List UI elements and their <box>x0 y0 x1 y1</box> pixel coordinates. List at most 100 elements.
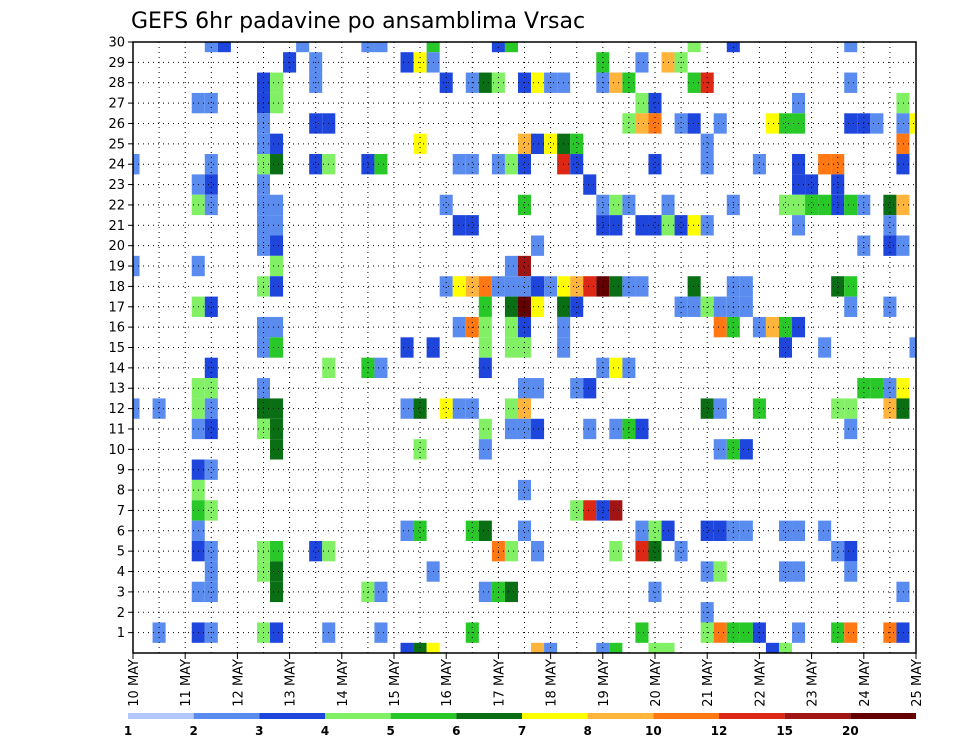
heatmap-cell <box>439 276 453 297</box>
colorbar-label: 6 <box>452 724 460 738</box>
y-tick-label: 16 <box>108 321 125 336</box>
x-tick-label: 12 MAY <box>231 659 246 707</box>
heatmap-cell <box>478 337 492 358</box>
heatmap-cell <box>844 42 858 53</box>
heatmap-cell <box>531 276 545 297</box>
heatmap-cell <box>648 92 662 114</box>
heatmap-cell <box>504 398 518 419</box>
heatmap-cell <box>831 174 845 195</box>
heatmap-cell <box>648 540 662 562</box>
heatmap-cell <box>413 520 427 541</box>
heatmap-cell <box>609 215 623 236</box>
colorbar-swatch <box>128 713 194 719</box>
heatmap-cell <box>831 540 845 562</box>
heatmap-cell <box>844 418 858 440</box>
heatmap-cell <box>648 113 662 134</box>
heatmap-cell <box>517 479 532 501</box>
heatmap-cell <box>270 398 284 419</box>
heatmap-cell <box>504 296 518 317</box>
heatmap-cell <box>400 642 414 653</box>
x-tick-label: 15 MAY <box>388 659 403 707</box>
heatmap-cell <box>531 72 545 93</box>
heatmap-cell <box>752 154 766 175</box>
colorbar-label: 7 <box>518 724 526 738</box>
y-tick-label: 18 <box>108 280 125 295</box>
heatmap-cell <box>844 276 858 297</box>
heatmap-cell <box>844 540 858 562</box>
heatmap-cell <box>596 276 610 297</box>
heatmap-cell <box>439 398 453 419</box>
heatmap-cell <box>635 113 649 134</box>
heatmap-cell <box>583 500 597 521</box>
heatmap-cell <box>270 439 284 460</box>
heatmap-cell <box>204 194 218 216</box>
x-tick-label: 21 MAY <box>701 659 716 707</box>
colorbar-label: 12 <box>711 724 728 738</box>
heatmap-cell <box>805 194 819 216</box>
x-tick-label: 13 MAY <box>284 659 299 707</box>
y-tick-label: 2 <box>117 606 125 621</box>
heatmap-cell <box>713 622 727 643</box>
heatmap-cell <box>217 42 231 53</box>
x-tick-label: 24 MAY <box>858 659 873 707</box>
heatmap-cell <box>504 540 518 562</box>
heatmap-cell <box>374 622 388 643</box>
heatmap-cell <box>204 378 218 399</box>
heatmap-cell <box>309 113 323 134</box>
heatmap-cell <box>204 296 218 317</box>
heatmap-cell <box>700 561 714 582</box>
heatmap-cell <box>517 133 532 155</box>
x-tick-label: 16 MAY <box>440 659 455 707</box>
heatmap-cell <box>517 276 532 297</box>
heatmap-cell <box>687 42 701 53</box>
x-tick-label: 25 MAY <box>910 659 925 707</box>
heatmap-cell <box>687 215 701 236</box>
heatmap-cell <box>778 113 793 134</box>
heatmap-cell <box>413 133 427 155</box>
heatmap-cell <box>544 276 558 297</box>
heatmap-cell <box>465 520 479 541</box>
y-tick-label: 8 <box>117 484 125 499</box>
heatmap-cell <box>674 215 688 236</box>
heatmap-cell <box>635 418 649 440</box>
heatmap-cell <box>713 113 727 134</box>
heatmap-cell <box>765 113 779 134</box>
heatmap-cell <box>270 235 284 256</box>
heatmap-cell <box>570 133 584 155</box>
y-tick-label: 24 <box>108 158 125 173</box>
heatmap-cell <box>270 72 284 93</box>
heatmap-cell <box>504 276 518 297</box>
heatmap-cell <box>531 133 545 155</box>
colorbar-swatch <box>719 713 785 719</box>
heatmap-cell <box>739 520 753 541</box>
y-tick-label: 3 <box>117 585 125 600</box>
y-tick-label: 6 <box>117 524 125 539</box>
heatmap-cell <box>648 215 662 236</box>
heatmap-cell <box>374 154 388 175</box>
heatmap-cell <box>361 581 375 603</box>
heatmap-cell <box>831 194 845 216</box>
y-tick-label: 10 <box>108 443 125 458</box>
heatmap-cell <box>204 561 218 582</box>
y-tick-label: 28 <box>108 76 125 91</box>
heatmap-cell <box>713 296 727 317</box>
heatmap-cell <box>270 133 284 155</box>
heatmap-cell <box>713 439 727 460</box>
heatmap-cell <box>270 316 284 338</box>
heatmap-cell <box>648 520 662 541</box>
heatmap-cell <box>635 52 649 73</box>
y-tick-label: 4 <box>117 565 125 580</box>
heatmap-cell <box>478 357 492 379</box>
heatmap-cell <box>426 642 440 653</box>
heatmap-cell <box>635 92 649 114</box>
heatmap-cell <box>687 113 701 134</box>
heatmap-cell <box>752 398 766 419</box>
heatmap-cell <box>896 133 910 155</box>
heatmap-cell <box>635 622 649 643</box>
heatmap-cell <box>270 337 284 358</box>
heatmap-cell <box>883 378 897 399</box>
heatmap-cell <box>452 154 466 175</box>
colorbar-label: 4 <box>321 724 329 738</box>
heatmap-cell <box>583 418 597 440</box>
